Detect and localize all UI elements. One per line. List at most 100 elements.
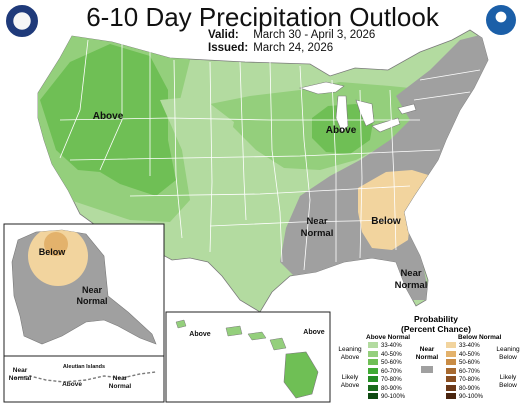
legend-above-label: 60-70% [381, 368, 402, 375]
legend-leaning-above-1: Leaning [338, 346, 362, 353]
legend-above-item: 80-90% [368, 384, 405, 394]
hawaii-inset: Above Above [165, 311, 331, 403]
island-oahu [225, 325, 243, 337]
legend-below-list: 33-40% 40-50% 50-60% 60-70% 70-80% 80-90% 90-1… [446, 342, 483, 402]
valid-dates: Valid: March 30 - April 3, 2026 [208, 29, 375, 41]
legend-likely-below: Likely Below [492, 374, 524, 389]
legend-below-swatch [446, 384, 456, 391]
legend-above-swatch [368, 359, 378, 366]
label-conus-above-west: Above [93, 111, 124, 122]
label-conus-near-south-1: Near [306, 216, 327, 227]
legend-above-swatch [368, 384, 378, 391]
legend-below-item: 60-70% [446, 367, 483, 377]
legend-below-swatch [446, 359, 456, 366]
legend-below-swatch [446, 367, 456, 374]
legend-below-swatch [446, 342, 456, 349]
legend-below-item: 90-100% [446, 393, 483, 402]
legend-above-swatch [368, 342, 378, 349]
label-conus-near-florida-2: Normal [395, 280, 428, 291]
legend-above-item: 60-70% [368, 367, 405, 377]
issued-date: Issued: March 24, 2026 [208, 42, 333, 54]
label-aleutian-near-left-1: Near [13, 367, 28, 374]
label-conus-below-southeast: Below [371, 216, 401, 227]
region-above-33-40-north [160, 96, 234, 172]
legend-near-title-1: Near [419, 346, 435, 353]
label-hawaii-above-left: Above [189, 331, 211, 338]
legend-near-normal: Near Normal [414, 346, 440, 361]
legend-above-label: 40-50% [381, 351, 402, 358]
legend-above-swatch [368, 376, 378, 383]
legend-title-line2: (Percent Chance) [401, 324, 471, 334]
legend-above-item: 90-100% [368, 393, 405, 402]
island-kauai [175, 319, 187, 329]
label-alaska-near-2: Normal [76, 296, 107, 306]
legend-below-label: 70-80% [459, 377, 480, 383]
aleutian-islands-chain [13, 371, 157, 383]
legend-above-title: Above Normal [366, 334, 411, 341]
issued-value: March 24, 2026 [253, 42, 334, 54]
legend-leaning-below: Leaning Below [492, 346, 524, 361]
valid-label: Valid: [208, 29, 239, 41]
legend-below-item: 80-90% [446, 384, 483, 394]
legend-below-item: 40-50% [446, 350, 483, 360]
legend-likely-above-2: Above [340, 381, 360, 389]
label-aleutian-near-right-1: Near [113, 375, 128, 382]
island-maui [269, 337, 287, 351]
island-big-island [283, 351, 319, 399]
legend-below-label: 80-90% [459, 385, 480, 392]
legend-above-item: 50-60% [368, 359, 405, 368]
legend-likely-below-1: Likely [499, 374, 517, 381]
legend-leaning-below-1: Leaning [496, 346, 520, 353]
legend-below-swatch [446, 350, 456, 357]
legend-above-label: 80-90% [381, 385, 402, 392]
legend-below-label: 90-100% [459, 394, 484, 400]
legend-leaning-above: Leaning Above [336, 346, 364, 361]
legend-below-item: 50-60% [446, 359, 483, 368]
region-below-33-40-alaska [28, 230, 88, 286]
legend-above-swatch [368, 367, 378, 374]
legend-below-label: 40-50% [459, 351, 480, 358]
legend-above-swatch [368, 350, 378, 357]
region-near-normal-east [280, 30, 488, 300]
legend-below-label: 60-70% [459, 368, 480, 375]
label-aleutian-near-right-2: Normal [109, 383, 132, 390]
legend-above-item: 33-40% [368, 342, 405, 351]
legend-leaning-above-2: Above [340, 353, 360, 361]
legend-above-swatch [368, 393, 378, 400]
legend-likely-above: Likely Above [336, 374, 364, 389]
valid-value: March 30 - April 3, 2026 [253, 29, 376, 41]
legend-below-swatch [446, 376, 456, 383]
legend-title: Probability (Percent Chance) [398, 314, 474, 334]
label-hawaii-above-right: Above [303, 329, 325, 336]
island-molokai [247, 331, 267, 341]
legend-above-list: 33-40% 40-50% 50-60% 60-70% 70-80% 80-90% 90-1… [368, 342, 405, 402]
legend-below-item: 33-40% [446, 342, 483, 351]
label-alaska-near-1: Near [82, 285, 103, 295]
legend-above-item: 70-80% [368, 376, 405, 385]
legend-near-swatch [421, 366, 433, 373]
label-aleutian-above: Above [62, 381, 82, 388]
legend-near-title-2: Normal [415, 353, 439, 361]
legend-likely-below-2: Below [499, 381, 517, 389]
legend-below-title: Below Normal [458, 334, 502, 341]
commerce-department-logo-icon [6, 5, 38, 37]
region-below-40-50-alaska [44, 232, 68, 256]
legend-above-item: 40-50% [368, 350, 405, 360]
legend-below-label: 33-40% [459, 343, 480, 349]
legend-above-label: 70-80% [381, 377, 402, 383]
region-below-33-40-southeast [358, 170, 438, 250]
legend-above-label: 33-40% [381, 343, 402, 349]
region-above-50-60-west [40, 44, 176, 196]
legend-leaning-below-2: Below [499, 353, 517, 361]
alaska-inset: Below Near Normal [3, 223, 165, 357]
label-conus-above-midwest: Above [326, 125, 357, 136]
legend-likely-above-1: Likely [341, 374, 359, 381]
noaa-logo-icon [486, 5, 516, 35]
great-lakes [298, 81, 417, 133]
label-conus-near-florida-1: Near [400, 268, 421, 279]
aleutian-inset: Aleutian Islands Near Normal Above Near … [3, 355, 165, 403]
aleutian-inset-frame [3, 355, 165, 403]
label-alaska-below: Below [39, 247, 67, 257]
state-borders [59, 39, 481, 271]
